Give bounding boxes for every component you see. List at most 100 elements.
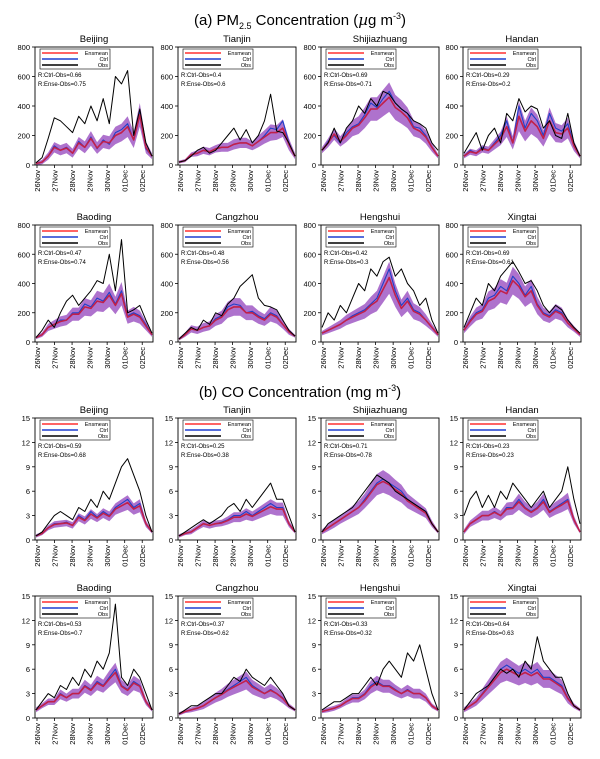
y-tick-label: 0 [312,338,316,347]
x-tick-label: 26Nov [461,723,470,745]
obs-line [178,668,296,715]
x-tick-label: 26Nov [176,170,185,192]
x-tick-label: 01Dec [264,170,273,192]
legend-label: Obs [384,241,394,247]
panel-frame [34,417,154,541]
y-tick-label: 400 [445,102,458,111]
legend-label: Ensmean [513,600,536,606]
y-tick-label: 600 [160,250,173,259]
x-tick-label: 27Nov [337,347,346,369]
x-tick-label: 29Nov [514,347,523,369]
x-tick-label: 26Nov [319,723,328,745]
legend-label: Ctrl [385,57,394,63]
x-tick-label: 27Nov [51,545,60,567]
x-tick-label: 29Nov [229,170,238,192]
y-tick-label: 600 [303,73,316,82]
panel-title: Hengshui [360,583,400,594]
y-tick-label: 400 [445,280,458,289]
ensmean-line [35,114,153,165]
y-tick-label: 12 [22,438,30,447]
x-tick-label: 01Dec [121,347,130,369]
x-tick-label: 30Nov [103,347,112,369]
y-tick-label: 6 [26,487,30,496]
y-tick-label: 600 [160,73,173,82]
panel-title: Xingtai [507,212,536,223]
legend-label: Obs [241,612,251,618]
obs-line [35,603,153,711]
legend-label: Obs [98,63,108,69]
y-tick-label: 0 [169,714,173,723]
station-panel: Shijiazhuang 0 200 400 600 800 26Nov 27Nov 28Nov… [303,34,440,192]
y-tick-label: 12 [165,438,173,447]
x-tick-label: 02Dec [281,723,290,745]
plot-area [463,466,581,535]
plot-area [35,70,153,165]
legend-label: Obs [526,612,536,618]
x-tick-label: 28Nov [496,545,505,567]
section-b-exponent: -3 [388,383,396,393]
x-tick-label: 02Dec [138,723,147,745]
y-tick-label: 0 [454,338,458,347]
x-tick-label: 01Dec [549,170,558,192]
x-tick-label: 26Nov [319,545,328,567]
ensmean-line [321,276,439,336]
x-tick-label: 29Nov [514,545,523,567]
correlation-annotation: R:Ense-Obs=0.6 [181,82,226,88]
y-tick-label: 3 [169,690,173,699]
x-tick-label: 28Nov [68,545,77,567]
y-tick-label: 0 [169,536,173,545]
ensemble-spread-band [464,657,580,713]
panel-title: Baoding [77,583,112,594]
y-tick-label: 3 [169,512,173,521]
station-panel: Xingtai 0 3 6 9 12 15 26Nov 27Nov 28Nov 29Nov 30Nov… [450,583,582,745]
correlation-annotation: R:Ctrl-Obs=0.64 [466,622,510,628]
y-tick-label: 15 [22,414,30,423]
x-tick-label: 30Nov [389,170,398,192]
x-tick-label: 30Nov [246,723,255,745]
obs-line [463,261,581,334]
x-tick-label: 02Dec [566,545,575,567]
panel-title: Handan [505,34,538,45]
correlation-annotation: R:Ctrl-Obs=0.66 [38,73,82,79]
y-tick-label: 6 [312,665,316,674]
y-tick-label: 200 [303,309,316,318]
section-a-rest: Concentration ( [252,12,359,29]
y-tick-label: 12 [450,438,458,447]
x-tick-label: 30Nov [103,545,112,567]
x-tick-label: 26Nov [33,723,42,745]
x-tick-label: 29Nov [86,170,95,192]
x-tick-label: 27Nov [479,347,488,369]
x-tick-label: 29Nov [86,347,95,369]
station-panel: Handan 0 200 400 600 800 26Nov 27Nov 28Nov 29Nov 3… [445,34,582,192]
legend-label: Ctrl [385,428,394,434]
x-tick-label: 26Nov [33,170,42,192]
x-tick-label: 26Nov [461,545,470,567]
ensemble-spread-band [322,82,438,159]
y-tick-label: 0 [169,338,173,347]
x-tick-label: 30Nov [531,723,540,745]
panel-frame [320,224,440,343]
obs-line [178,274,296,340]
panel-title: Tianjin [223,405,251,416]
x-tick-label: 28Nov [496,170,505,192]
ensemble-spread-band [36,282,152,340]
correlation-annotation: R:Ense-Obs=0.2 [466,82,511,88]
legend-label: Obs [241,241,251,247]
y-tick-label: 800 [17,221,30,230]
x-tick-label: 01Dec [407,723,416,745]
x-tick-label: 01Dec [549,723,558,745]
y-tick-label: 800 [160,221,173,230]
ensemble-spread-band [464,266,580,337]
x-tick-label: 26Nov [33,545,42,567]
x-tick-label: 26Nov [176,347,185,369]
legend-label: Ctrl [99,235,108,241]
legend-label: Ensmean [513,229,536,235]
y-tick-label: 800 [17,43,30,52]
y-tick-label: 9 [26,641,30,650]
obs-line [321,90,439,151]
x-tick-label: 01Dec [264,545,273,567]
legend-label: Obs [526,434,536,440]
station-panel: Shijiazhuang 0 3 6 9 12 15 26Nov 27Nov 28Nov 29Nov… [308,405,440,567]
y-tick-label: 0 [26,714,30,723]
panel-title: Shijiazhuang [353,34,407,45]
